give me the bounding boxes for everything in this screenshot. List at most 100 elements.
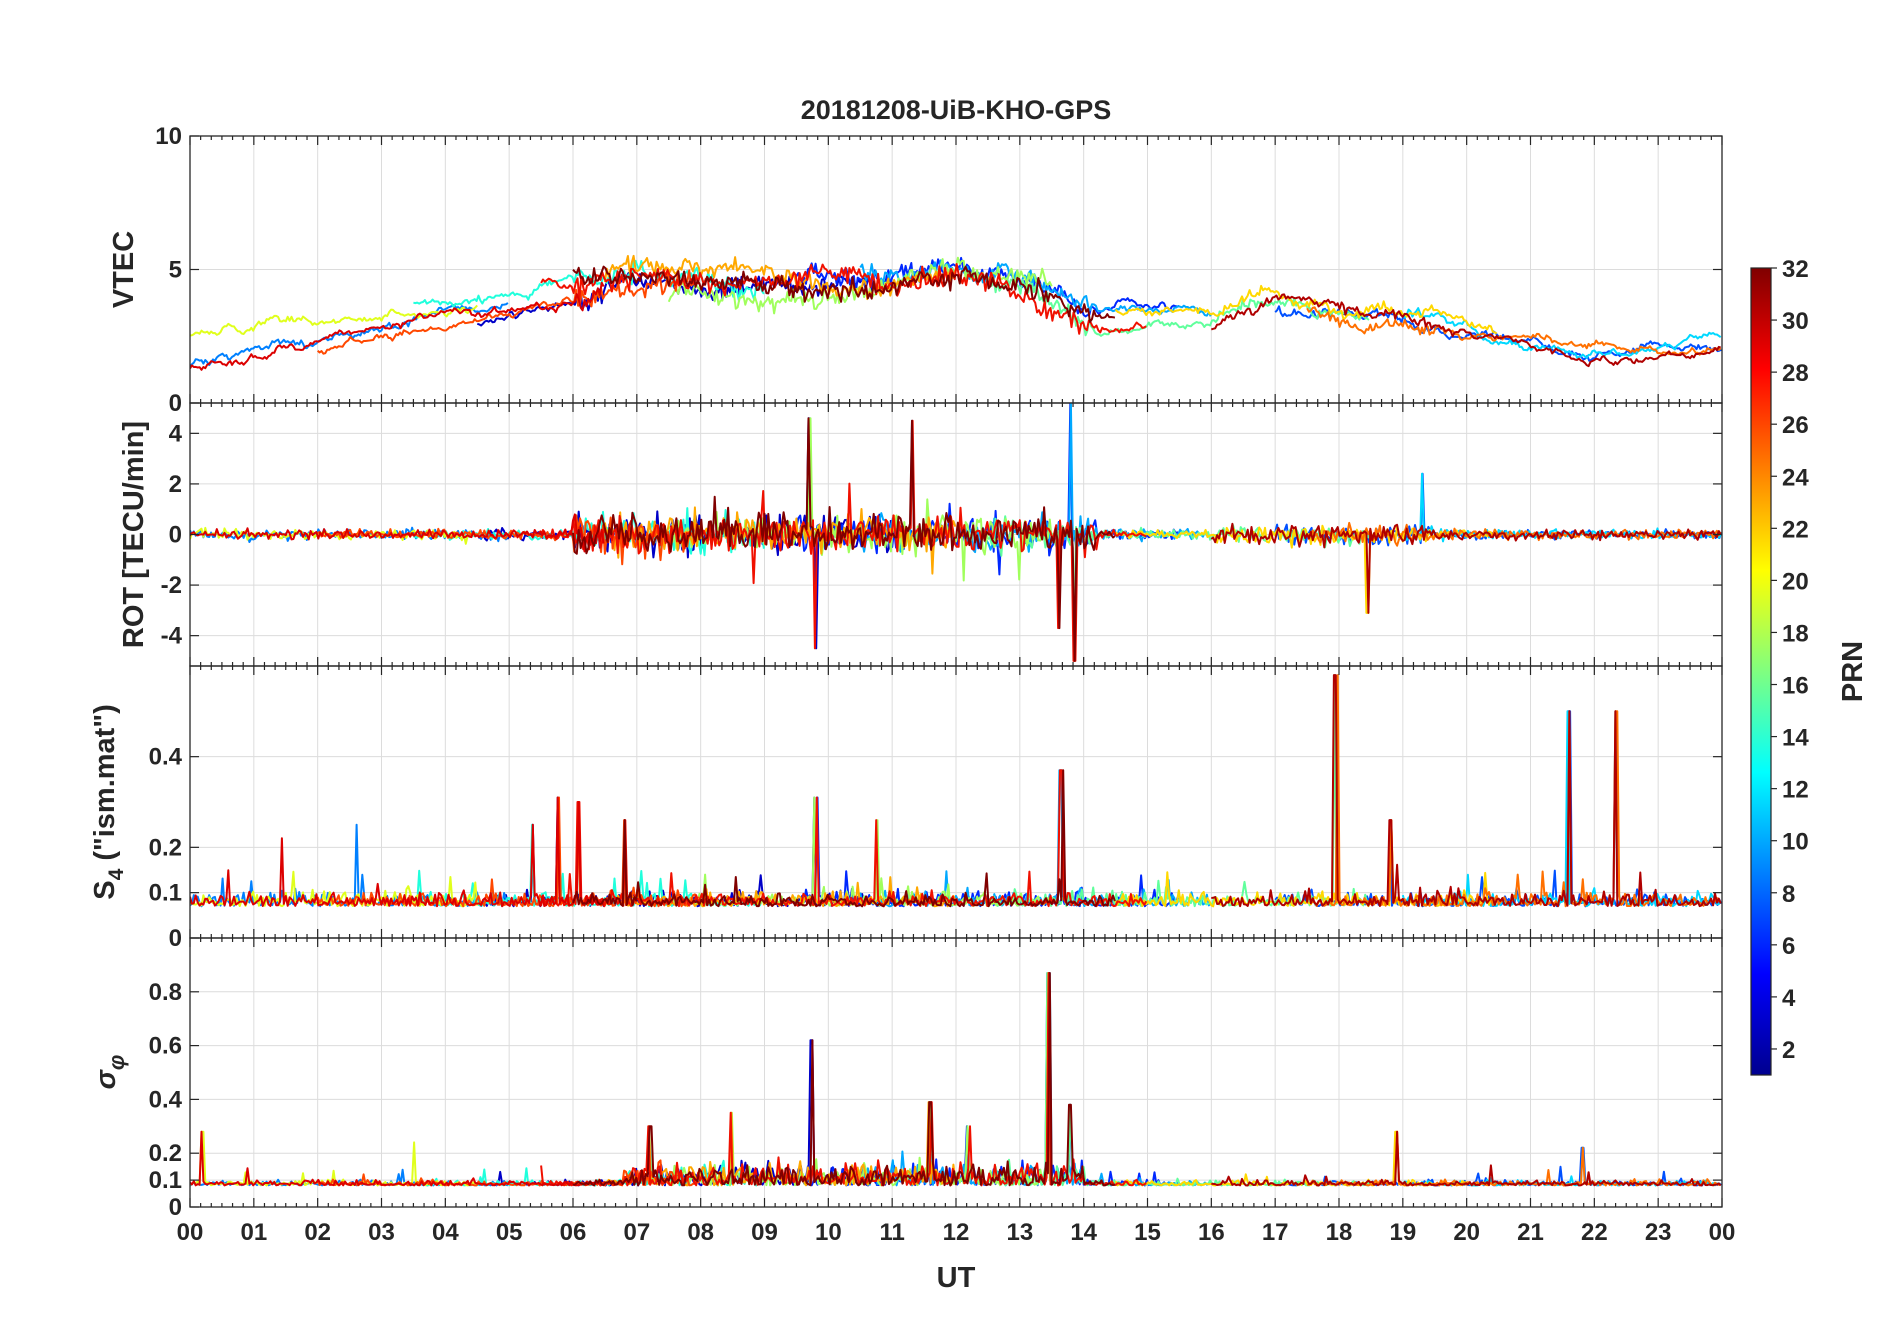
rot-y-axis-label: ROT [TECU/min] (118, 421, 150, 648)
prn-29-s4-line (190, 796, 605, 908)
prn-12-vtec-line (1401, 307, 1722, 359)
y-tick-label: 4 (169, 420, 183, 447)
colorbar-tick-label: 30 (1782, 308, 1809, 335)
s4-label-main: S (89, 880, 121, 899)
x-tick-label: 01 (240, 1219, 267, 1246)
y-tick-label: 0.6 (149, 1033, 182, 1060)
s4-label-sub: 4 (105, 868, 128, 880)
prn-19-vtec-line (190, 304, 478, 337)
y-tick-label: 0.2 (149, 1140, 182, 1167)
x-tick-label: 15 (1134, 1219, 1161, 1246)
x-axis-ticks: 00 01 02 03 04 05 06 07 08 09 10 11 12 13 14 15 16 17 18 19… (177, 1219, 1736, 1246)
x-tick-label: 10 (815, 1219, 842, 1246)
s4-traces (190, 674, 1722, 908)
prn-23-vtec-line (603, 254, 957, 301)
colorbar-tick-label: 14 (1782, 725, 1809, 752)
x-tick-label: 17 (1262, 1219, 1289, 1246)
y-tick-label: 2 (169, 471, 182, 498)
x-tick-label: 13 (1006, 1219, 1033, 1246)
prn-31-vtec-line (1210, 293, 1722, 368)
y-tick-label: 0.2 (149, 834, 182, 861)
prn-29-rot-line (190, 513, 605, 553)
x-tick-label: 02 (304, 1219, 331, 1246)
x-tick-label: 22 (1581, 1219, 1608, 1246)
prn-21-vtec-line (1114, 284, 1498, 335)
colorbar-tick-label: 2 (1782, 1037, 1795, 1064)
x-tick-label: 06 (560, 1219, 587, 1246)
x-tick-label: 14 (1070, 1219, 1097, 1246)
panel-vtec: 0 5 10 VTEC (108, 123, 1723, 417)
rot-traces (190, 403, 1722, 662)
prn-32-rot-line (572, 417, 1116, 662)
prn-21-rot-line (1114, 524, 1498, 614)
prn-29-vtec-line (190, 281, 605, 371)
x-tick-label: 20 (1453, 1219, 1480, 1246)
colorbar-tick-label: 26 (1782, 412, 1809, 439)
x-tick-label: 00 (177, 1219, 204, 1246)
y-tick-label: 0 (169, 522, 182, 549)
prn-25-vtec-line (1306, 306, 1722, 356)
x-tick-label: 18 (1326, 1219, 1353, 1246)
prn-31-sigma_phi-line (1211, 1130, 1722, 1187)
y-tick-label: -4 (161, 623, 183, 650)
vtec-y-ticks: 0 5 10 (155, 123, 1723, 417)
colorbar-tick-label: 8 (1782, 881, 1795, 908)
y-tick-label: 0.1 (149, 1167, 182, 1194)
x-tick-label: 12 (943, 1219, 970, 1246)
y-tick-label: 10 (155, 123, 182, 150)
prn-32-sigma_phi-line (572, 972, 1116, 1187)
prn-31-s4-line (1211, 674, 1722, 908)
vtec-y-axis-label: VTEC (108, 231, 140, 308)
prn-31-rot-line (1210, 522, 1722, 614)
colorbar-tick-label: 16 (1782, 673, 1809, 700)
colorbar-tick-label: 20 (1782, 568, 1809, 595)
prn-29-sigma_phi-line (190, 1130, 604, 1187)
colorbar-tick-label: 24 (1782, 464, 1809, 491)
x-tick-label: 09 (751, 1219, 778, 1246)
y-tick-label: -2 (161, 572, 182, 599)
y-tick-label: 0 (169, 925, 182, 952)
x-tick-label: 21 (1517, 1219, 1544, 1246)
x-tick-label: 16 (1198, 1219, 1225, 1246)
y-tick-label: 0.1 (149, 880, 182, 907)
y-tick-label: 5 (169, 257, 182, 284)
colorbar-label: PRN (1837, 641, 1869, 702)
x-tick-label: 19 (1389, 1219, 1416, 1246)
x-tick-label: 08 (687, 1219, 714, 1246)
colorbar-tick-label: 22 (1782, 516, 1809, 543)
panel-s4: 0 0.1 0.2 0.4 S4 ("ism.mat") (89, 665, 1723, 952)
chart-title: 20181208-UiB-KHO-GPS (801, 95, 1112, 125)
x-tick-label: 23 (1645, 1219, 1672, 1246)
prn-32-s4-line (572, 769, 1116, 908)
colorbar-tick-label: 18 (1782, 620, 1809, 647)
y-tick-label: 0.4 (149, 744, 183, 771)
s4-label-rest: ("ism.mat") (89, 704, 121, 868)
colorbar-tick-label: 32 (1782, 256, 1809, 283)
sigma-label-sub: φ (104, 1055, 129, 1070)
sigma-phi-y-axis-label: σφ (90, 1055, 129, 1090)
y-tick-label: 0 (169, 1194, 182, 1221)
sigma-phi-y-ticks: 00.10.2 0.4 0.6 0.8 (149, 938, 1723, 1221)
y-tick-label: 0 (169, 390, 182, 417)
prn-26-vtec-line (317, 269, 700, 355)
x-tick-label: 11 (879, 1219, 904, 1246)
sigma-phi-traces (190, 972, 1722, 1187)
x-tick-label: 07 (623, 1219, 650, 1246)
y-tick-label: 0.4 (149, 1086, 183, 1113)
colorbar-gradient (1750, 267, 1772, 1076)
x-axis-label: UT (937, 1262, 976, 1294)
rot-y-ticks: -4 -2 0 2 4 (161, 403, 1723, 666)
x-tick-label: 03 (368, 1219, 395, 1246)
s4-y-ticks: 0 0.1 0.2 0.4 (149, 666, 1723, 952)
x-tick-label: 00 (1709, 1219, 1736, 1246)
panel-sigma-phi: 00.10.2 0.4 0.6 0.8 σφ (90, 937, 1723, 1221)
prn-32-vtec-line (572, 265, 1116, 323)
colorbar-tick-label: 12 (1782, 777, 1809, 804)
s4-y-axis-label: S4 ("ism.mat") (89, 704, 128, 900)
panel-rot: -4 -2 0 2 4 ROT [TECU/min] (118, 402, 1723, 667)
x-tick-label: 04 (432, 1219, 459, 1246)
prn-25-s4-line (1306, 674, 1721, 908)
